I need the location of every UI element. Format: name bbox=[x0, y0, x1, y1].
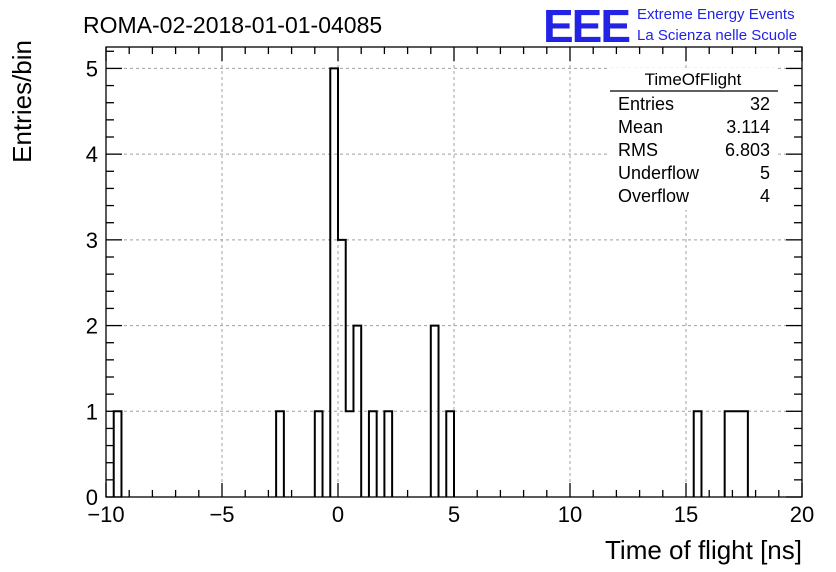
stats-value-mean: 3.114 bbox=[726, 117, 770, 137]
histogram-bin bbox=[346, 411, 354, 497]
x-tick-label: −5 bbox=[209, 502, 234, 527]
axis-ticks bbox=[105, 47, 803, 498]
x-tick-label: −10 bbox=[87, 502, 124, 527]
y-tick-labels: 0 1 2 3 4 5 bbox=[86, 56, 98, 510]
histogram-bin bbox=[315, 411, 323, 497]
histogram-bin bbox=[732, 411, 740, 497]
stats-label-overflow: Overflow bbox=[618, 186, 690, 206]
eee-tagline-1: Extreme Energy Events bbox=[637, 6, 795, 23]
x-tick-label: 0 bbox=[332, 502, 344, 527]
eee-logo: EEE bbox=[543, 0, 629, 52]
x-axis-title: Time of flight [ns] bbox=[605, 535, 802, 565]
histogram-bin bbox=[725, 411, 733, 497]
stats-value-underflow: 5 bbox=[760, 163, 770, 183]
histogram-bin bbox=[740, 411, 748, 497]
histogram-bin bbox=[369, 411, 377, 497]
plot-area: −10 −5 0 5 10 15 20 0 1 2 3 4 5 bbox=[86, 46, 814, 527]
y-tick-label: 4 bbox=[86, 142, 98, 167]
stats-value-entries: 32 bbox=[750, 94, 770, 114]
x-tick-label: 15 bbox=[674, 502, 698, 527]
stats-label-underflow: Underflow bbox=[618, 163, 700, 183]
stats-label-entries: Entries bbox=[618, 94, 674, 114]
histogram-bin bbox=[384, 411, 392, 497]
y-tick-label: 0 bbox=[86, 485, 98, 510]
x-tick-label: 10 bbox=[558, 502, 582, 527]
histogram-bin bbox=[330, 68, 338, 497]
stats-value-rms: 6.803 bbox=[725, 140, 770, 160]
run-title: ROMA-02-2018-01-01-04085 bbox=[83, 12, 382, 38]
stats-label-rms: RMS bbox=[618, 140, 658, 160]
x-tick-label: 20 bbox=[790, 502, 814, 527]
histogram-bin bbox=[338, 240, 346, 497]
x-tick-labels: −10 −5 0 5 10 15 20 bbox=[87, 502, 814, 527]
histogram-bin bbox=[446, 411, 454, 497]
histogram-bin bbox=[276, 411, 284, 497]
y-axis-title: Entries/bin bbox=[7, 40, 37, 163]
stats-label-mean: Mean bbox=[618, 117, 663, 137]
stats-value-overflow: 4 bbox=[760, 186, 770, 206]
y-tick-label: 1 bbox=[86, 399, 98, 424]
eee-tagline-2: La Scienza nelle Scuole bbox=[637, 27, 797, 44]
y-tick-label: 2 bbox=[86, 314, 98, 339]
stats-box-frame bbox=[610, 68, 778, 210]
x-tick-label: 5 bbox=[448, 502, 460, 527]
y-tick-label: 3 bbox=[86, 228, 98, 253]
stats-box-title: TimeOfFlight bbox=[645, 70, 742, 89]
y-tick-label: 5 bbox=[86, 56, 98, 81]
histogram-bin bbox=[694, 411, 702, 497]
stats-box: TimeOfFlight Entries 32 Mean 3.114 RMS 6… bbox=[610, 68, 778, 210]
histogram-bin bbox=[114, 411, 122, 497]
